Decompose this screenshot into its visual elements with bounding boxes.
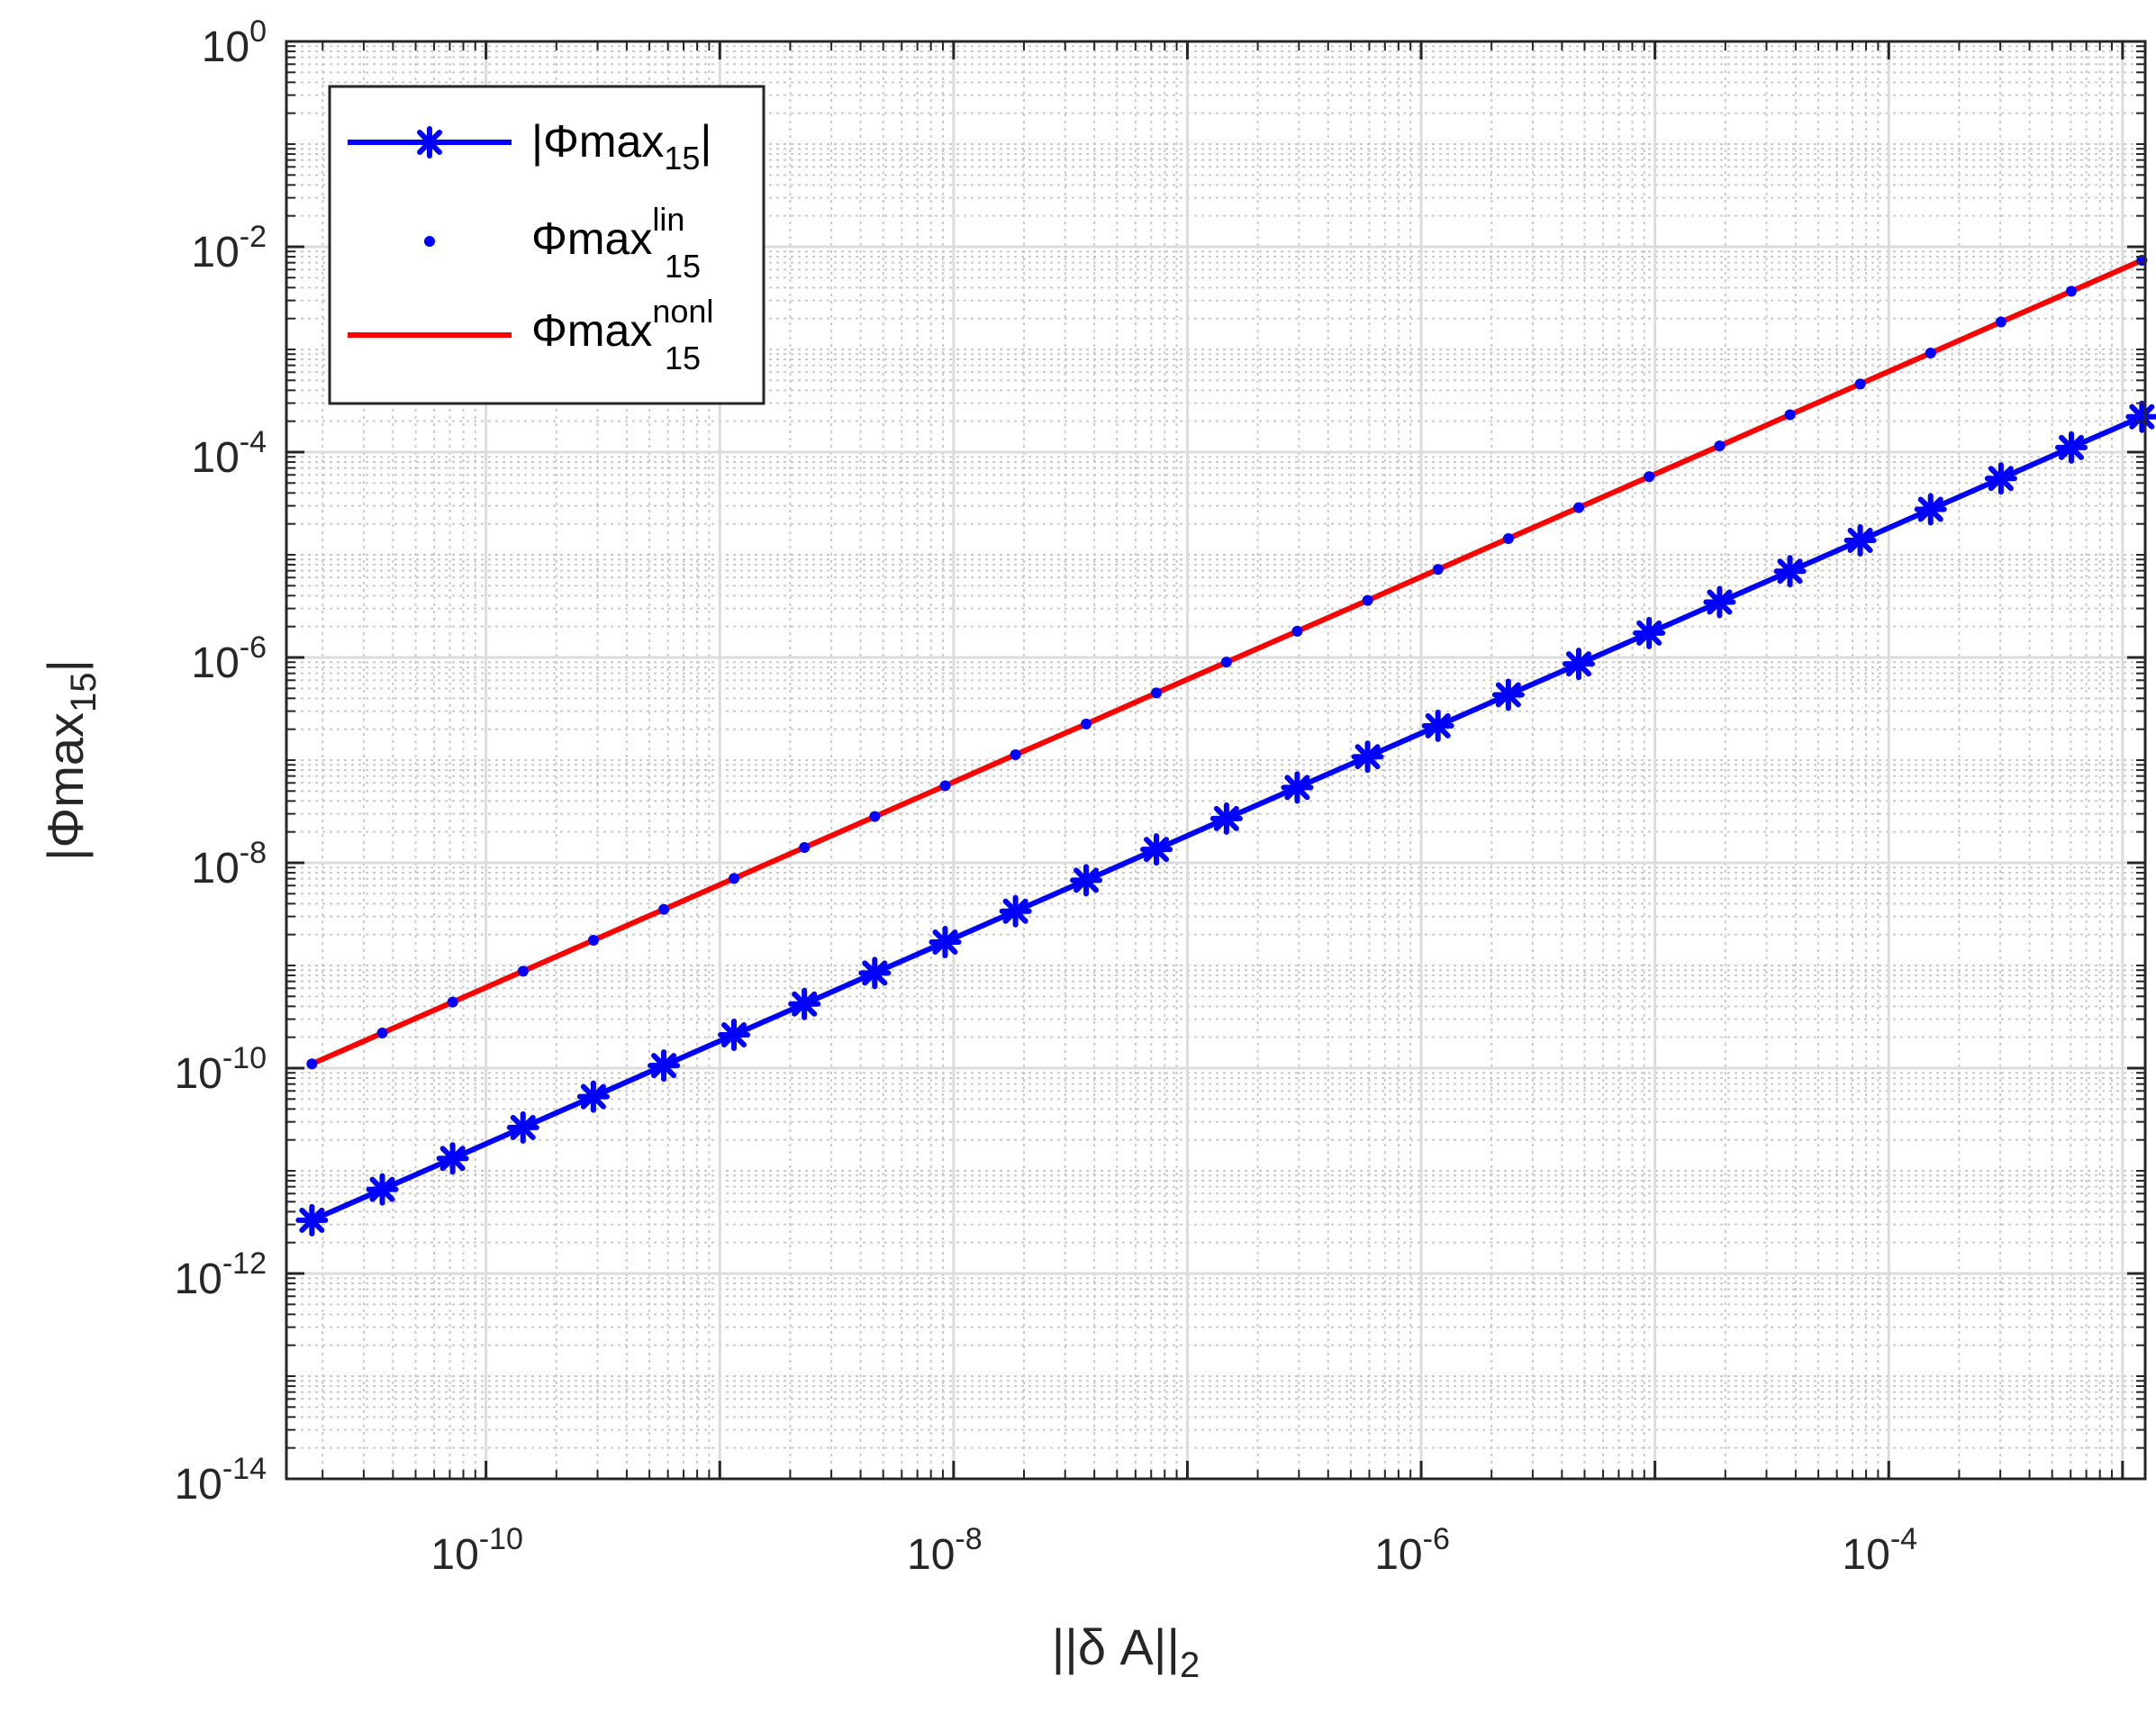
series-point-asterisk	[1633, 616, 1666, 649]
series-point-asterisk	[1843, 524, 1877, 557]
x-axis-label-sub: 2	[1180, 1645, 1200, 1685]
series-point-asterisk	[506, 1110, 539, 1144]
legend-swatch-abs-marker	[413, 126, 446, 159]
series-point-dot	[517, 965, 529, 977]
x-axis-label-main: ||δ A||	[1052, 1618, 1180, 1675]
series-point-dot	[2066, 286, 2078, 297]
legend-entry-abs: |Φmax15|	[348, 116, 711, 177]
series-point-dot	[376, 1027, 388, 1038]
x-tick-labels: 10-10 10-8 10-6 10-4	[430, 1522, 1917, 1579]
y-axis-label-main: |Φmax	[37, 712, 94, 861]
y-axis-label-sub: 15	[64, 673, 104, 713]
series-point-dot	[729, 873, 740, 884]
series-point-dot	[1220, 657, 1232, 668]
legend-label-nonl: Φmaxnonl 15	[531, 293, 713, 376]
series-point-asterisk	[1773, 555, 1807, 588]
legend-entry-lin: Φmaxlin 15	[424, 201, 701, 285]
series-point-dot	[1925, 347, 1936, 358]
series-point-dot	[306, 1058, 318, 1070]
y-tick-label: 10-10	[174, 1041, 267, 1098]
series-point-asterisk	[1070, 864, 1103, 897]
y-tick-label: 100	[202, 14, 267, 71]
series-point-asterisk	[1984, 462, 2017, 495]
series-point-dot	[1081, 718, 1092, 730]
series-point-asterisk	[366, 1173, 399, 1206]
major-grid	[286, 40, 2145, 1481]
y-tick-label: 10-6	[191, 630, 267, 687]
x-tick-label: 10-8	[907, 1522, 983, 1579]
y-tick-label: 10-2	[191, 220, 267, 276]
series-point-dot	[799, 841, 811, 853]
series-point-asterisk	[929, 926, 962, 959]
series-point-asterisk	[1140, 833, 1173, 866]
legend-entry-nonl: Φmaxnonl 15	[348, 293, 713, 376]
series-point-asterisk	[1421, 709, 1454, 742]
series-point-dot	[1784, 409, 1796, 421]
series-point-dot	[1291, 625, 1303, 637]
legend-label-abs: |Φmax15|	[531, 116, 711, 177]
series-point-asterisk	[295, 1203, 329, 1237]
series-point-asterisk	[2125, 400, 2156, 433]
series-point-asterisk	[1914, 493, 1947, 526]
series-point-dot	[1573, 502, 1585, 513]
series-point-asterisk	[858, 956, 892, 990]
series-point-dot	[939, 780, 951, 792]
y-axis-label-close: |	[37, 659, 94, 673]
y-tick-label: 10-8	[191, 836, 267, 893]
series-point-asterisk	[436, 1142, 469, 1175]
y-tick-label: 10-12	[174, 1246, 267, 1303]
legend: |Φmax15| Φmaxlin 15 Φmaxnonl 15	[328, 85, 765, 405]
series-point-asterisk	[2055, 431, 2088, 464]
legend-box	[328, 85, 765, 405]
y-tick-labels: 100 10-2 10-4 10-6 10-8 10-10 10-12 10-14	[174, 14, 267, 1509]
series-point-dot	[1432, 564, 1444, 576]
series-point-dot	[1995, 316, 2007, 328]
series-point-asterisk	[788, 987, 821, 1020]
series-layer	[295, 255, 2156, 1237]
series-point-dot	[587, 935, 599, 947]
series-point-dot	[1644, 471, 1655, 483]
series-point-asterisk	[648, 1049, 681, 1083]
y-tick-label: 10-14	[174, 1452, 267, 1509]
series-point-asterisk	[999, 894, 1032, 928]
y-tick-label: 10-4	[191, 425, 267, 482]
series-point-dot	[1010, 748, 1021, 760]
series-point-asterisk	[1563, 648, 1596, 681]
series-point-asterisk	[1491, 678, 1525, 711]
x-tick-label: 10-6	[1374, 1522, 1450, 1579]
series-point-dot	[1362, 594, 1373, 606]
legend-label-lin: Φmaxlin 15	[531, 201, 701, 285]
series-point-dot	[1854, 378, 1866, 390]
series-point-asterisk	[1351, 740, 1384, 774]
series-point-dot	[869, 811, 881, 822]
series-point-dot	[1714, 440, 1726, 452]
tick-marks	[286, 40, 2145, 1481]
series-point-asterisk	[1209, 802, 1243, 835]
x-tick-label: 10-10	[430, 1522, 523, 1579]
x-tick-label: 10-4	[1842, 1522, 1917, 1579]
legend-swatch-lin	[424, 236, 435, 247]
x-axis-label: ||δ A||2	[1052, 1618, 1200, 1685]
series-point-asterisk	[718, 1019, 751, 1052]
series-point-dot	[658, 903, 670, 915]
series-point-dot	[1502, 532, 1514, 544]
series-point-asterisk	[1281, 771, 1314, 804]
series-point-dot	[1151, 687, 1163, 699]
series-point-asterisk	[1703, 585, 1736, 619]
series-point-dot	[447, 996, 458, 1008]
y-axis-label: |Φmax15|	[37, 659, 104, 861]
series-0	[295, 400, 2156, 1237]
series-point-asterisk	[576, 1080, 610, 1113]
